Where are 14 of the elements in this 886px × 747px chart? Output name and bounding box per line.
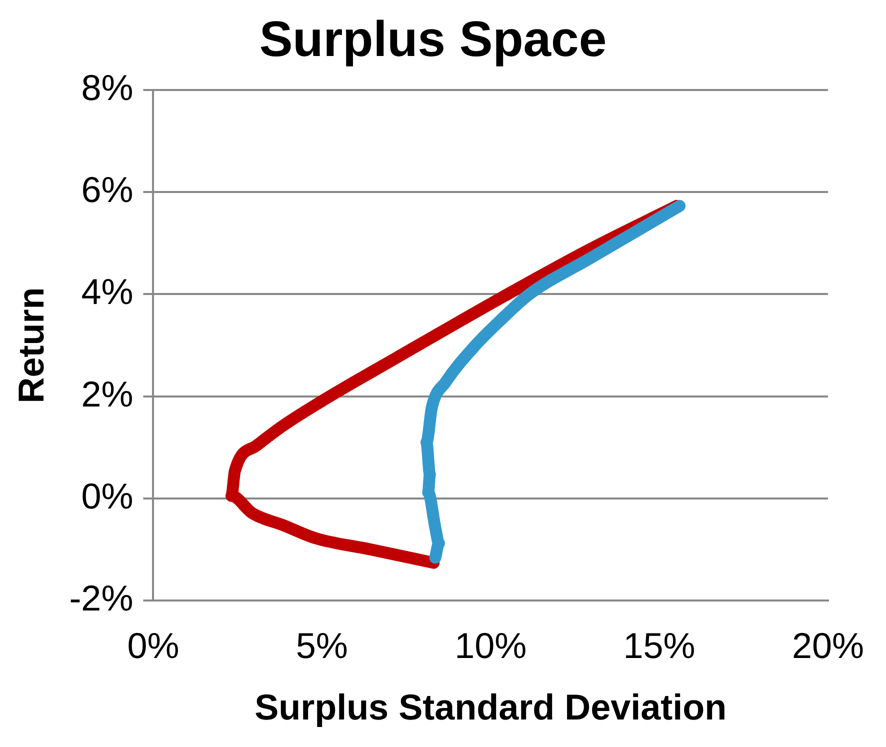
y-tick-label: 0% <box>81 475 134 516</box>
y-tick-label: 4% <box>81 271 134 312</box>
y-tick-label: 6% <box>81 169 134 210</box>
y-tick-label: -2% <box>69 578 134 619</box>
y-tick-label: 2% <box>81 373 134 414</box>
y-tick-label: 8% <box>81 66 134 108</box>
x-axis-title: Surplus Standard Deviation <box>254 686 727 728</box>
chart-title: Surplus Space <box>259 10 607 67</box>
x-tick-label: 10% <box>454 625 527 666</box>
x-tick-label: 5% <box>296 625 348 666</box>
y-axis-title: Return <box>10 287 52 404</box>
x-tick-label: 0% <box>127 625 180 666</box>
x-tick-label: 20% <box>792 625 864 666</box>
x-tick-label: 15% <box>623 625 696 666</box>
